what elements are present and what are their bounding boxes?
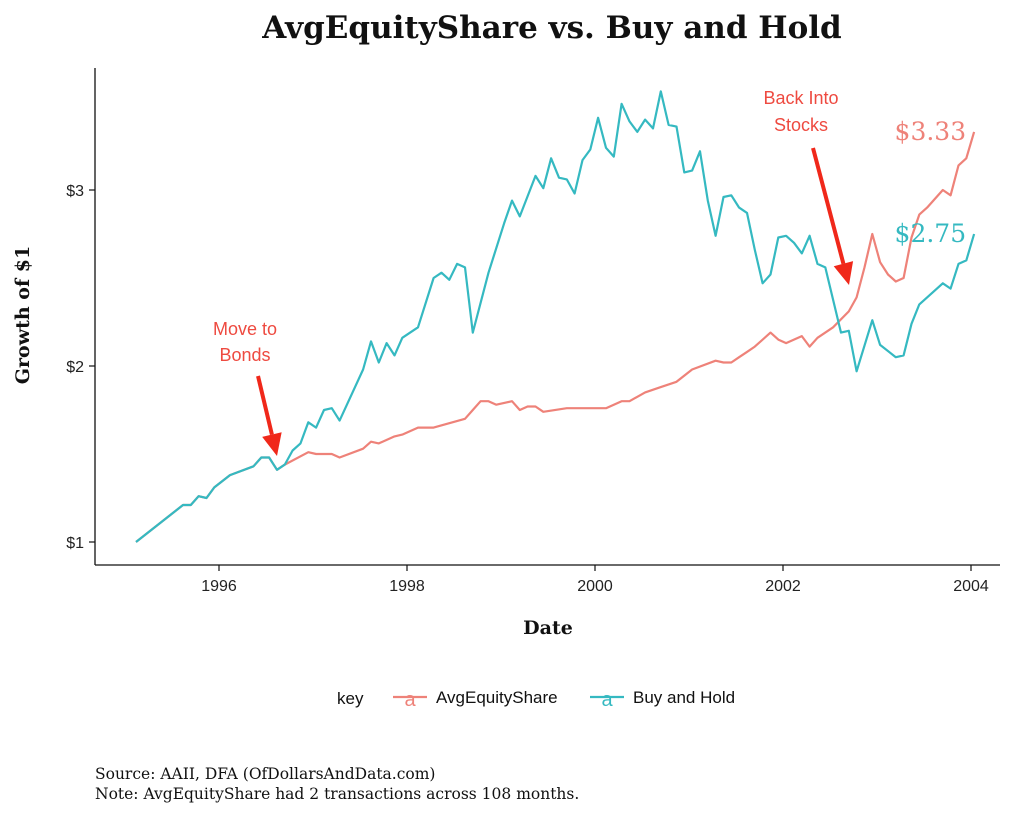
legend: key a AvgEquityShare a Buy and Hold [337, 688, 735, 711]
series-line-buy-and-hold [135, 90, 976, 543]
annotation-arrow-shaft [811, 147, 846, 265]
annotation-arrow-shaft [256, 375, 274, 436]
legend-key-glyph: a [601, 689, 613, 711]
y-tick-label: $2 [66, 359, 84, 376]
legend-label: Buy and Hold [633, 688, 735, 707]
end-value-label: $2.75 [895, 219, 967, 248]
annotation-arrow-head [833, 261, 854, 285]
chart-title: AvgEquityShare vs. Buy and Hold [261, 10, 841, 46]
annotation-text: Stocks [774, 115, 828, 135]
end-value-label: $3.33 [895, 117, 967, 146]
annotation-text: Bonds [219, 345, 270, 365]
legend-label: AvgEquityShare [436, 688, 558, 707]
legend-key-glyph: a [404, 689, 416, 711]
x-tick-label: 2002 [765, 578, 801, 595]
y-tick-label: $1 [66, 535, 84, 552]
y-tick-label: $3 [66, 183, 84, 200]
annotation-arrow-head [262, 432, 282, 456]
annotation-text: Back Into [763, 88, 838, 108]
legend-title: key [337, 689, 364, 708]
x-tick-label: 2004 [953, 578, 989, 595]
x-tick-label: 1996 [201, 578, 237, 595]
x-axis-title: Date [523, 617, 573, 639]
x-tick-label: 2000 [577, 578, 613, 595]
x-tick-label: 1998 [389, 578, 425, 595]
y-axis-title: Growth of $1 [12, 246, 34, 384]
caption-note: Note: AvgEquityShare had 2 transactions … [95, 785, 579, 803]
caption-source: Source: AAII, DFA (OfDollarsAndData.com) [95, 765, 435, 783]
annotation-text: Move to [213, 319, 277, 339]
